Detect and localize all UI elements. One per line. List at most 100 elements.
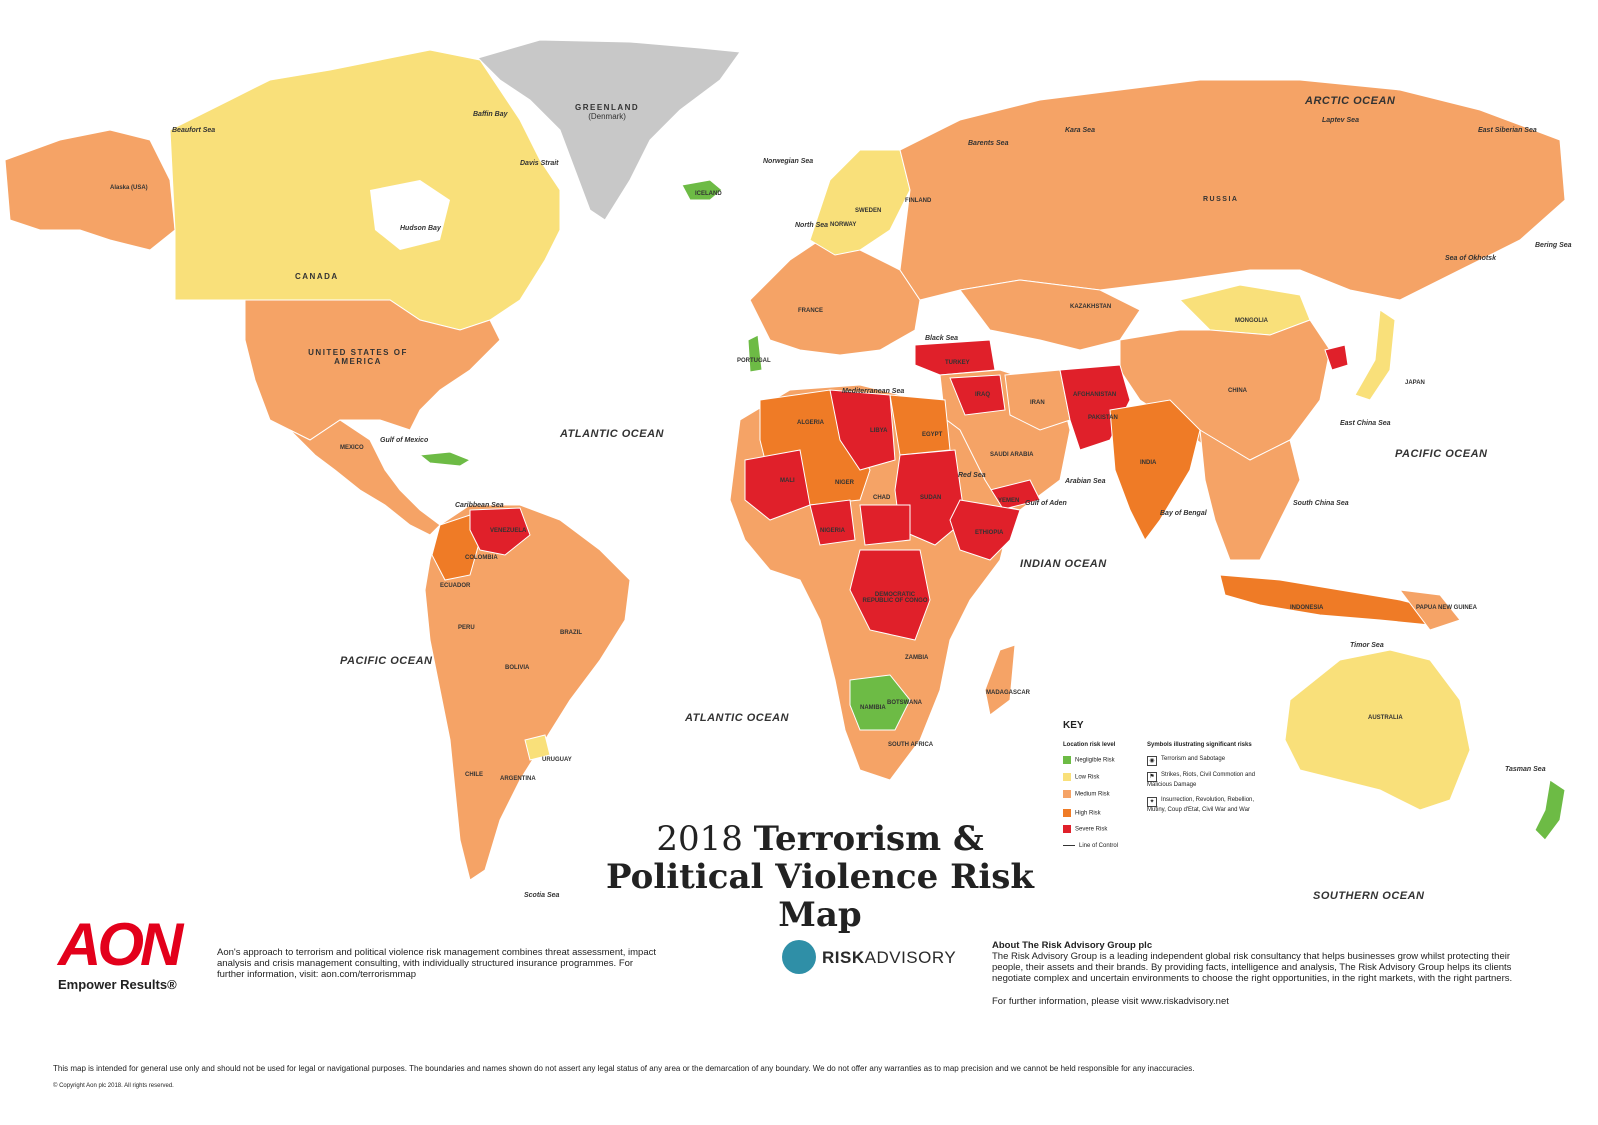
key-line-of-control: Line of Control xyxy=(1063,842,1118,851)
label-arabian-sea: Arabian Sea xyxy=(1065,478,1106,485)
region-australia xyxy=(1284,649,1471,811)
label-south-africa: SOUTH AFRICA xyxy=(888,742,934,748)
label-iran: IRAN xyxy=(1030,400,1045,406)
label-nigeria: NIGERIA xyxy=(820,528,846,534)
ra-logo-bold: RISK xyxy=(822,948,865,967)
label-iraq: IRAQ xyxy=(975,392,990,398)
title-line2: Political Violence Risk Map xyxy=(606,857,1034,935)
label-finland: FINLAND xyxy=(905,198,932,204)
region-europe xyxy=(749,239,921,356)
risk-advisory-head-icon xyxy=(782,940,816,974)
label-colombia: COLOMBIA xyxy=(465,555,498,561)
region-venezuela xyxy=(469,507,531,556)
label-barents-sea: Barents Sea xyxy=(968,140,1009,147)
key-level-heading: Location risk level xyxy=(1063,742,1116,748)
region-central-asia xyxy=(959,279,1141,351)
label-australia: AUSTRALIA xyxy=(1368,715,1403,721)
disclaimer: This map is intended for general use onl… xyxy=(53,1064,1195,1073)
label-turkey: TURKEY xyxy=(945,360,970,366)
region-canada xyxy=(169,49,561,331)
key-level-negligible: Negligible Risk xyxy=(1063,756,1115,765)
label-red-sea: Red Sea xyxy=(958,472,986,479)
key-symbols-heading: Symbols illustrating significant risks xyxy=(1147,742,1252,748)
label-caribbean-sea: Caribbean Sea xyxy=(455,502,504,509)
region-se-asia xyxy=(1199,429,1301,561)
region-iceland xyxy=(681,179,723,201)
key-symbol-strikes: ⚑ Strikes, Riots, Civil Commotion and Mal… xyxy=(1147,772,1256,788)
region-iran xyxy=(1004,369,1071,431)
label-botswana: BOTSWANA xyxy=(887,700,922,706)
label-niger: NIGER xyxy=(835,480,855,486)
label-madagascar: MADAGASCAR xyxy=(986,690,1030,696)
region-russia xyxy=(899,79,1566,301)
region-new-zealand xyxy=(1534,779,1566,841)
label-france: FRANCE xyxy=(798,308,823,314)
aon-wordmark: AON xyxy=(58,911,183,978)
region-libya xyxy=(829,389,896,471)
label-usa: UNITED STATES OF AMERICA xyxy=(308,348,408,366)
label-japan: JAPAN xyxy=(1405,380,1425,386)
label-greenland: GREENLAND (Denmark) xyxy=(575,103,640,121)
label-southern-ocean: SOUTHERN OCEAN xyxy=(1313,890,1425,902)
region-png xyxy=(1398,589,1461,631)
label-egypt: EGYPT xyxy=(922,432,943,438)
region-india xyxy=(1109,399,1201,541)
region-horn xyxy=(949,499,1021,561)
region-japan xyxy=(1354,309,1396,401)
label-pakistan: PAKISTAN xyxy=(1088,415,1118,421)
label-argentina: ARGENTINA xyxy=(500,776,536,782)
key-level-severe: Severe Risk xyxy=(1063,825,1107,834)
region-turkey xyxy=(914,339,996,376)
label-mediterranean: Mediterranean Sea xyxy=(842,388,905,395)
label-peru: PERU xyxy=(458,625,475,631)
key-title: KEY xyxy=(1063,720,1084,731)
label-saudi: SAUDI ARABIA xyxy=(990,452,1034,458)
label-png: PAPUA NEW GUINEA xyxy=(1416,605,1478,611)
label-atlantic-south: ATLANTIC OCEAN xyxy=(685,712,789,724)
strikes-icon: ⚑ xyxy=(1147,772,1157,782)
label-china: CHINA xyxy=(1228,388,1247,394)
region-egypt xyxy=(889,394,951,456)
aon-tagline: Empower Results® xyxy=(58,977,177,992)
region-madagascar xyxy=(984,644,1016,716)
region-china xyxy=(1119,319,1331,461)
label-yemen: YEMEN xyxy=(998,498,1020,504)
label-gulf-of-aden: Gulf of Aden xyxy=(1025,500,1067,507)
label-ecuador: ECUADOR xyxy=(440,583,471,589)
label-okhotsk: Sea of Okhotsk xyxy=(1445,255,1496,262)
label-afghanistan: AFGHANISTAN xyxy=(1073,392,1117,398)
copyright: © Copyright Aon plc 2018. All rights res… xyxy=(53,1083,174,1089)
label-canada: CANADA xyxy=(295,272,339,281)
war-icon: ✦ xyxy=(1147,797,1157,807)
label-scotia-sea: Scotia Sea xyxy=(524,892,560,899)
label-norway: NORWAY xyxy=(830,222,857,228)
label-pacific-east: PACIFIC OCEAN xyxy=(1395,448,1488,460)
aon-logo: AON Empower Results® xyxy=(58,915,198,1005)
label-portugal: PORTUGAL xyxy=(737,358,771,364)
region-alaska xyxy=(4,129,176,251)
region-south-america xyxy=(424,504,631,881)
title-year: 2018 xyxy=(656,819,743,859)
label-bering-sea: Bering Sea xyxy=(1535,242,1572,249)
label-mali: MALI xyxy=(780,478,795,484)
region-drc xyxy=(849,549,931,641)
label-beaufort-sea: Beaufort Sea xyxy=(172,127,216,134)
label-arctic-ocean: ARCTIC OCEAN xyxy=(1305,95,1396,107)
label-laptev-sea: Laptev Sea xyxy=(1322,117,1359,124)
label-east-china-sea: East China Sea xyxy=(1340,420,1391,427)
label-north-sea: North Sea xyxy=(795,222,829,229)
region-greenland xyxy=(477,39,741,221)
region-usa xyxy=(244,299,501,441)
label-mexico: MEXICO xyxy=(340,445,364,451)
risk-advisory-logo: RISKADVISORY xyxy=(782,940,972,980)
label-baffin-bay: Baffin Bay xyxy=(473,111,508,118)
region-scandinavia xyxy=(809,149,911,256)
map-title: 2018 Terrorism & Political Violence Risk… xyxy=(590,820,1050,934)
map-key: KEY Location risk level Symbols illustra… xyxy=(1063,720,1303,860)
region-caribbean xyxy=(418,451,472,467)
region-nigeria xyxy=(809,499,856,546)
label-libya: LIBYA xyxy=(870,428,888,434)
label-namibia: NAMIBIA xyxy=(860,705,886,711)
aon-description: Aon's approach to terrorism and politica… xyxy=(217,947,657,980)
label-chile: CHILE xyxy=(465,772,483,778)
